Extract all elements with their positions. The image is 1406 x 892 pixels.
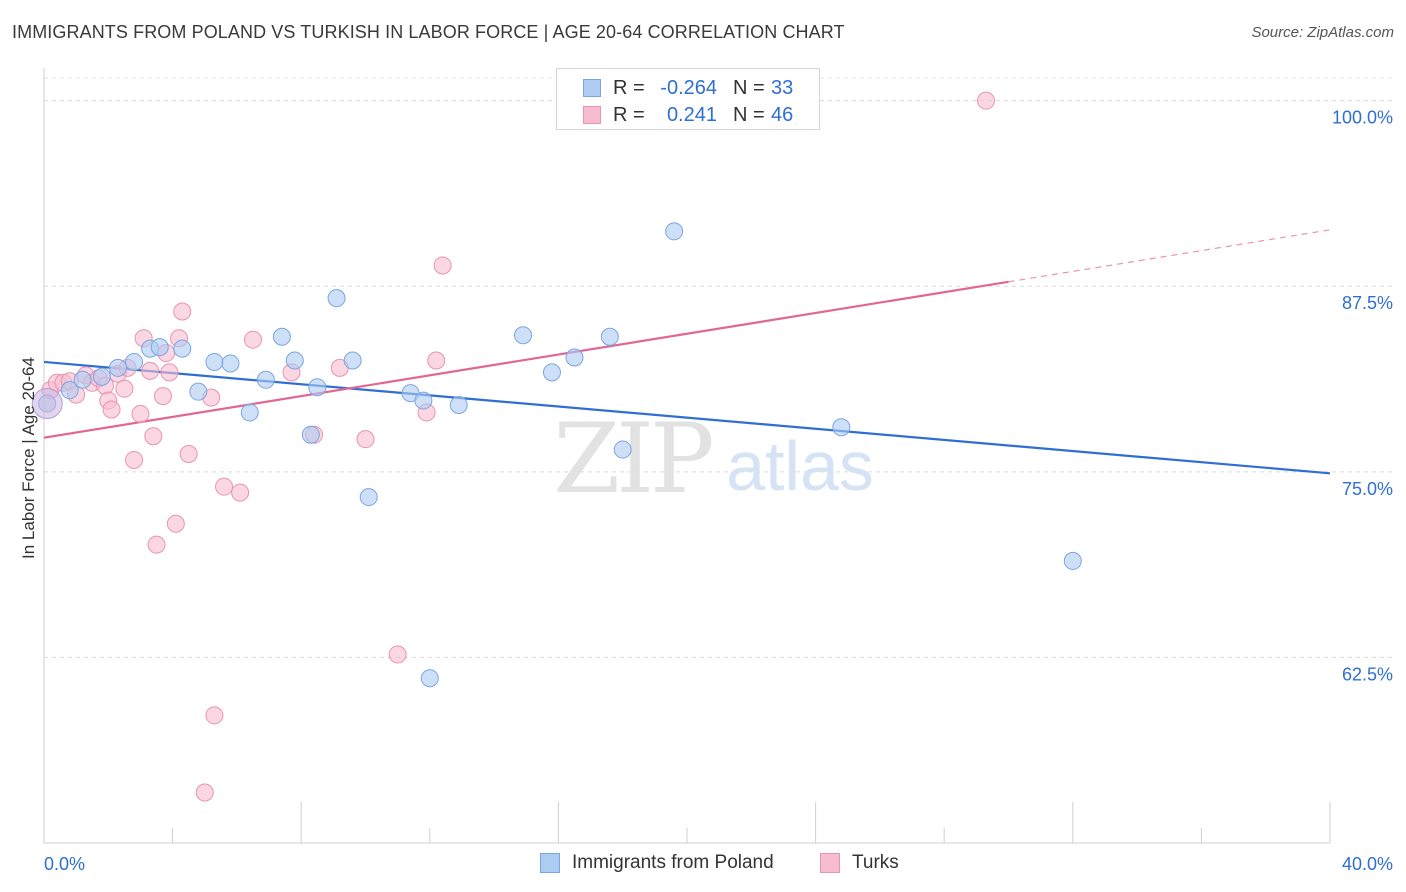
poland-point (221, 354, 240, 373)
n-value: 46 (771, 104, 794, 126)
legend-label: Turks (852, 852, 899, 873)
x-tick-label: 40.0% (1342, 854, 1393, 874)
turks-trend-line (43, 280, 1009, 439)
tick-labels: 100.0% 87.5% 75.0% 62.5% 0.0% 40.0% (44, 108, 1393, 874)
poland-point (613, 440, 632, 459)
x-tick-label: 0.0% (44, 854, 85, 874)
poland-point (125, 352, 144, 371)
n-label: N = (733, 104, 765, 126)
turks-point (179, 445, 198, 464)
stats-row-poland: R = -0.264 N = 33 (557, 74, 819, 101)
axes (43, 68, 1331, 844)
turks-point (388, 645, 407, 664)
turks-point (205, 706, 224, 725)
poland-point (272, 327, 291, 346)
stats-row-turks: R = 0.241 N = 46 (557, 101, 819, 128)
poland-point (665, 222, 684, 241)
watermark-zip: ZIP (553, 403, 712, 515)
turks-point (131, 404, 150, 423)
poland-point (285, 351, 304, 370)
turks-point (427, 351, 446, 370)
poland-point (542, 363, 561, 382)
r-value: 0.241 (666, 104, 717, 126)
turks-legend-swatch (820, 853, 840, 873)
watermark-atlas: atlas (726, 427, 874, 505)
poland-point (73, 370, 92, 389)
turks-point (243, 330, 262, 349)
turks-point (356, 430, 375, 449)
r-label: R = (613, 77, 645, 99)
stats-legend: R = -0.264 N = 33 R = 0.241 N = 46 (556, 68, 820, 130)
poland-point (1063, 551, 1082, 570)
turks-trend-extension (1008, 229, 1331, 283)
turks-point (215, 477, 234, 496)
turks-point (141, 361, 160, 380)
legend-label: Immigrants from Poland (572, 852, 774, 873)
poland-point (205, 352, 224, 371)
y-tick-label: 75.0% (1342, 479, 1393, 499)
poland-point (343, 351, 362, 370)
poland-point (600, 327, 619, 346)
poland-point (565, 348, 584, 367)
poland-point (308, 378, 327, 397)
y-tick-label: 62.5% (1342, 664, 1393, 684)
poland-point (189, 382, 208, 401)
turks-point (102, 400, 121, 419)
cluster-point (31, 388, 63, 420)
turks-point (125, 450, 144, 469)
turks-swatch (583, 106, 601, 124)
turks-point (231, 483, 250, 502)
turks-point (195, 783, 214, 802)
poland-point (150, 338, 169, 357)
turks-point (144, 427, 163, 446)
poland-point (327, 289, 346, 308)
turks-point (115, 379, 134, 398)
poland-point (240, 403, 259, 422)
poland-swatch (583, 79, 601, 97)
turks-point (433, 256, 452, 275)
poland-point (301, 425, 320, 444)
poland-point (92, 367, 111, 386)
data-points (31, 91, 1082, 802)
poland-point (832, 418, 851, 437)
poland-point (414, 391, 433, 410)
y-tick-label: 87.5% (1342, 293, 1393, 313)
poland-legend-swatch (540, 853, 560, 873)
poland-point (108, 358, 127, 377)
source-label: Source: ZipAtlas.com (1251, 24, 1394, 41)
turks-point (147, 535, 166, 554)
poland-point (359, 488, 378, 507)
turks-point (153, 387, 172, 406)
n-label: N = (733, 77, 765, 99)
poland-point (514, 326, 533, 345)
poland-point (60, 381, 79, 400)
zipatlas-watermark: ZIP atlas (553, 403, 874, 515)
chart-title: IMMIGRANTS FROM POLAND VS TURKISH IN LAB… (12, 22, 845, 42)
y-tick-label: 100.0% (1332, 108, 1393, 128)
turks-point (160, 363, 179, 382)
n-value: 33 (771, 77, 794, 99)
poland-point (420, 669, 439, 688)
poland-point (449, 396, 468, 415)
poland-point (173, 339, 192, 358)
gridlines (44, 77, 1392, 658)
y-axis-label: In Labor Force | Age 20-64 (19, 357, 38, 559)
poland-point (256, 370, 275, 389)
turks-point (173, 302, 192, 321)
r-label: R = (613, 104, 645, 126)
turks-point (166, 514, 185, 533)
r-value: -0.264 (660, 77, 717, 99)
turks-point (976, 91, 995, 110)
